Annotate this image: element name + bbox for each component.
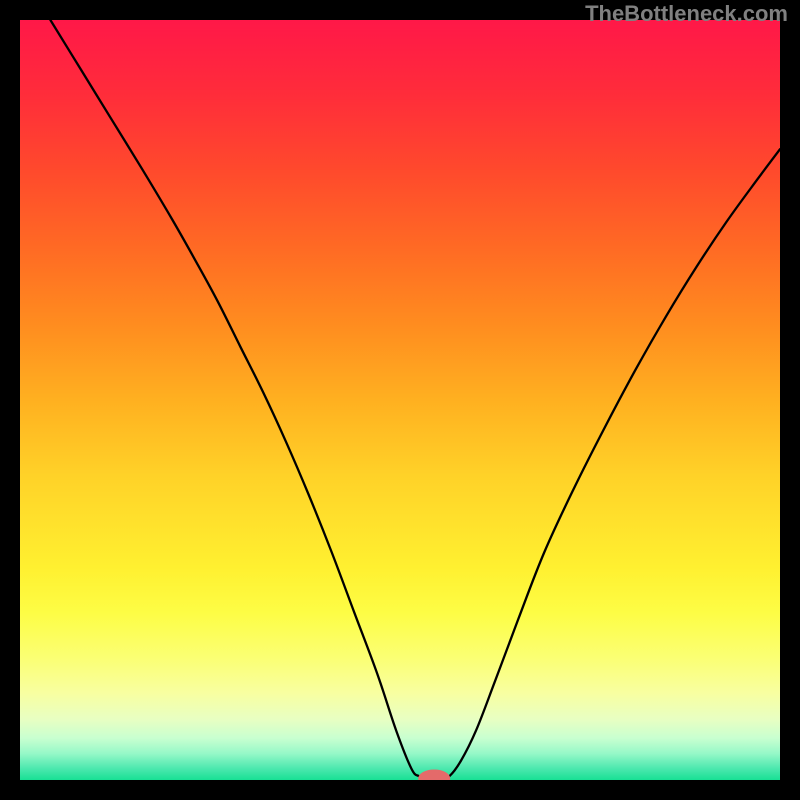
- plot-area: [20, 20, 780, 780]
- chart-container: TheBottleneck.com: [0, 0, 800, 800]
- gradient-background: [20, 20, 780, 780]
- watermark-text: TheBottleneck.com: [585, 1, 788, 27]
- chart-svg: [20, 20, 780, 780]
